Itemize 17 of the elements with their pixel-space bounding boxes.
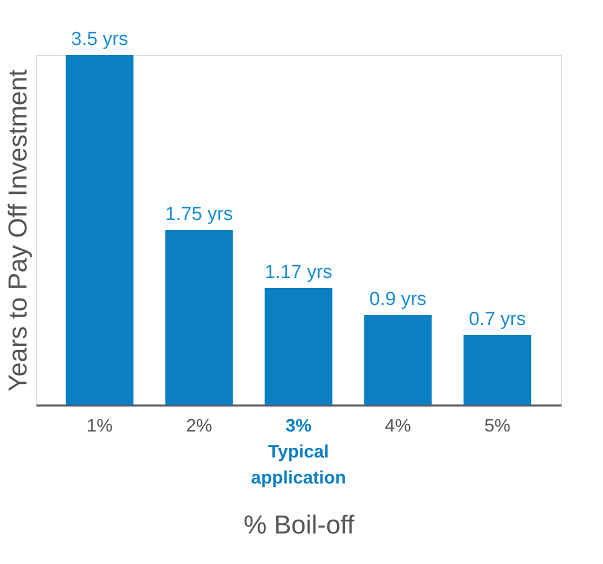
x-tick-label: 2% bbox=[186, 416, 212, 436]
x-tick-label: 5% bbox=[484, 416, 510, 436]
x-tick-label: 3% Typical application bbox=[250, 416, 346, 488]
y-axis-title: Years to Pay Off Investment bbox=[2, 68, 32, 392]
bar bbox=[264, 288, 332, 405]
data-label: 0.9 yrs bbox=[369, 289, 426, 310]
bar bbox=[66, 55, 134, 405]
bar bbox=[165, 230, 233, 405]
data-label: 1.75 yrs bbox=[165, 204, 233, 225]
x-tick-label: 4% bbox=[384, 416, 411, 436]
bar bbox=[364, 315, 432, 405]
data-label: 0.7 yrs bbox=[468, 309, 526, 330]
data-label: 1.17 yrs bbox=[264, 262, 332, 283]
x-axis-title: % Boil-off bbox=[244, 510, 356, 540]
bar bbox=[464, 335, 532, 405]
data-label: 3.5 yrs bbox=[71, 29, 128, 50]
x-tick-label: 1% bbox=[86, 416, 113, 436]
